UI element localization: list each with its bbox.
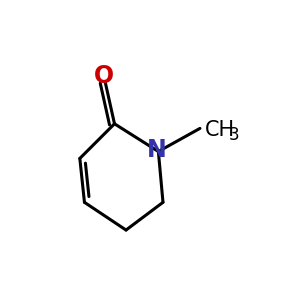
Text: O: O bbox=[94, 64, 114, 88]
Text: 3: 3 bbox=[229, 126, 239, 144]
Text: CH: CH bbox=[205, 120, 235, 140]
Text: N: N bbox=[147, 138, 167, 162]
